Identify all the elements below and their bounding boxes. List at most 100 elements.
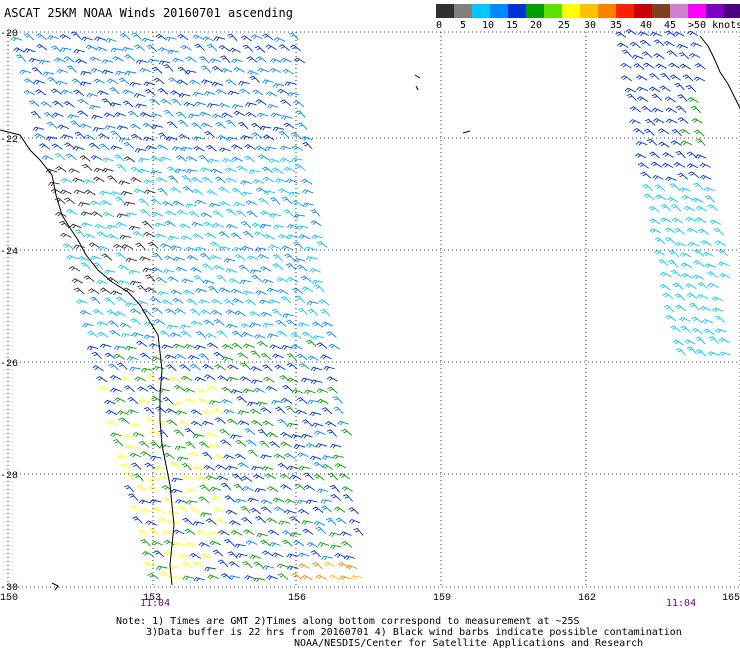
wind-barb <box>99 343 112 349</box>
wind-barb <box>293 214 305 219</box>
wind-barb <box>279 145 292 151</box>
wind-barb <box>294 483 306 491</box>
wind-barb <box>127 409 139 415</box>
wind-barb <box>92 308 104 316</box>
wind-barb <box>633 63 645 70</box>
wind-barb <box>104 125 117 130</box>
wind-barb <box>256 112 269 118</box>
wind-barb <box>311 422 324 428</box>
wind-barb <box>215 464 227 470</box>
wind-barb <box>290 332 302 339</box>
wind-barb <box>221 356 234 362</box>
wind-barb <box>225 509 238 515</box>
wind-barb <box>45 168 58 174</box>
wind-barb <box>279 374 291 382</box>
wind-barb <box>244 155 255 163</box>
wind-barb <box>139 256 151 262</box>
wind-barb <box>225 208 237 216</box>
x-tick-150: 150 <box>0 593 18 604</box>
wind-barb <box>84 134 96 141</box>
wind-barb <box>685 283 697 289</box>
wind-barb <box>194 376 206 382</box>
wind-barb <box>171 98 182 106</box>
wind-barb <box>316 342 328 349</box>
wind-barb <box>691 197 704 203</box>
wind-barb <box>659 284 671 291</box>
wind-barb <box>90 255 102 261</box>
wind-barb <box>89 56 102 62</box>
wind-barb <box>212 222 225 228</box>
wind-barb <box>200 122 213 128</box>
wind-barb <box>693 76 706 82</box>
wind-barb <box>281 397 293 404</box>
wind-barb <box>323 561 336 567</box>
wind-barb <box>216 330 228 338</box>
wind-barb <box>280 441 292 448</box>
wind-barb <box>208 202 221 208</box>
wind-barb <box>669 74 681 81</box>
wind-barb <box>79 123 92 129</box>
wind-barb <box>158 132 169 141</box>
wind-barb <box>234 310 246 317</box>
wind-barb <box>636 96 649 102</box>
wind-barb <box>125 345 137 351</box>
wind-barb <box>145 287 157 294</box>
wind-barb <box>145 274 156 282</box>
wind-barb <box>282 384 294 392</box>
wind-barb <box>245 102 257 107</box>
wind-barb <box>259 440 270 448</box>
wind-barb <box>204 374 216 381</box>
wind-barb <box>203 91 216 96</box>
wind-barb <box>231 330 243 338</box>
wind-barb <box>262 79 274 85</box>
wind-barb <box>262 323 274 328</box>
wind-barb <box>290 44 302 52</box>
wind-barb <box>312 335 324 340</box>
wind-barb <box>223 409 235 414</box>
wind-barb <box>273 224 285 230</box>
wind-barb <box>213 507 225 513</box>
wind-barb <box>704 195 716 203</box>
wind-barb <box>686 227 699 233</box>
wind-barb <box>178 419 190 427</box>
wind-barb <box>300 275 312 283</box>
wind-barb <box>620 62 632 69</box>
wind-barb <box>144 88 156 96</box>
wind-barb <box>648 205 660 213</box>
wind-barb <box>48 181 60 187</box>
wind-barb <box>192 188 204 196</box>
wind-barb <box>677 117 689 124</box>
wind-barb <box>150 198 162 206</box>
wind-barb <box>295 110 306 118</box>
wind-barb <box>209 486 222 492</box>
wind-barb <box>329 443 342 449</box>
wind-barb <box>221 398 233 404</box>
wind-barb <box>28 57 41 63</box>
wind-barb <box>249 75 261 83</box>
wind-barb <box>261 466 274 471</box>
wind-barb <box>218 287 231 293</box>
wind-barb <box>59 33 71 40</box>
wind-barb <box>131 32 142 40</box>
wind-barb <box>301 520 313 525</box>
wind-barb <box>106 224 118 230</box>
wind-barb <box>162 396 174 405</box>
wind-barb <box>717 261 730 267</box>
wind-barb <box>106 309 118 317</box>
wind-barb <box>314 430 326 436</box>
wind-barb <box>272 263 284 270</box>
wind-barb <box>116 164 127 172</box>
wind-barb <box>216 274 227 283</box>
wind-barb <box>257 67 269 73</box>
wind-barb <box>646 138 658 146</box>
x-tick-165: 165 <box>722 593 740 604</box>
wind-barb <box>74 131 86 139</box>
wind-barb <box>675 304 687 312</box>
wind-barb <box>82 163 93 172</box>
wind-barb <box>654 237 666 245</box>
wind-barb <box>175 410 188 416</box>
wind-barb <box>679 187 691 193</box>
wind-barb <box>642 184 654 192</box>
wind-barb <box>225 309 238 315</box>
wind-barb <box>250 366 262 372</box>
